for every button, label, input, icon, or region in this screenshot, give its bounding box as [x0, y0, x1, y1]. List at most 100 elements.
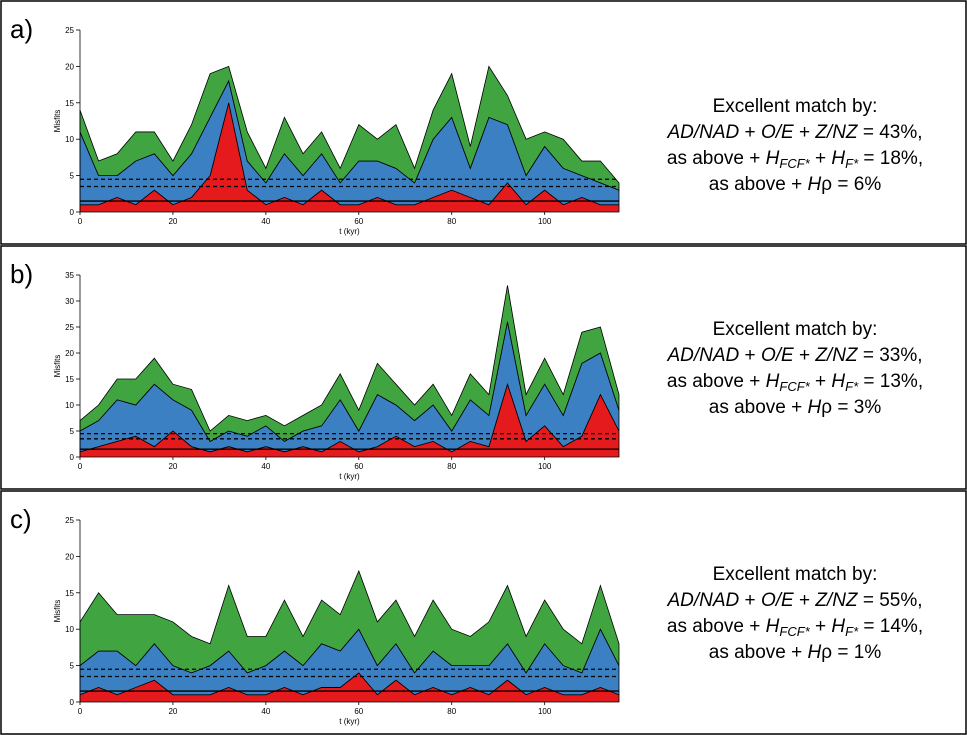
- annotation-run: ρ: [821, 642, 832, 663]
- annotation-run: as above +: [667, 148, 766, 169]
- annotation-run: H: [766, 371, 780, 392]
- annotation-run: H: [808, 174, 822, 195]
- panel-label: c): [10, 504, 32, 534]
- annotation-run: H: [808, 397, 822, 418]
- annotation-run: ρ: [821, 174, 832, 195]
- panel-border: [0, 0, 967, 245]
- area: [79, 569, 620, 674]
- annotation-run: = 18%,: [858, 148, 923, 169]
- y-tick-label: 10: [65, 625, 74, 634]
- y-tick-label: 5: [70, 172, 75, 181]
- panel-border: [0, 490, 967, 735]
- annotation-run: +: [794, 122, 816, 143]
- x-tick-label: 100: [538, 707, 552, 716]
- x-tick-label: 60: [354, 217, 363, 226]
- y-tick-label: 15: [65, 375, 74, 384]
- x-tick-label: 0: [78, 462, 83, 471]
- annotation-run: +: [810, 371, 832, 392]
- annotation-run: H: [766, 616, 780, 637]
- y-tick-label: 20: [65, 62, 74, 71]
- annotation-run: as above +: [667, 371, 766, 392]
- annotation-run: H: [831, 616, 845, 637]
- annotation-run: H: [831, 148, 845, 169]
- x-tick-label: 40: [261, 462, 270, 471]
- annotation-run: as above +: [667, 616, 766, 637]
- annotation-line: AD/NAD + O/E + Z/NZ = 33%,: [666, 345, 922, 366]
- annotation-run: H: [831, 371, 845, 392]
- annotation-run: ρ: [821, 397, 832, 418]
- annotation-run: = 6%: [832, 174, 881, 195]
- y-axis-label: Misfits: [53, 355, 62, 378]
- annotation-run: O/E: [761, 345, 794, 366]
- y-tick-label: 20: [65, 552, 74, 561]
- annotation-line: AD/NAD + O/E + Z/NZ = 55%,: [666, 590, 922, 611]
- annotation-run: +: [794, 345, 816, 366]
- x-tick-label: 0: [78, 217, 83, 226]
- y-tick-label: 10: [65, 401, 74, 410]
- annotation-run: H: [766, 148, 780, 169]
- annotation-line: as above + HFCF* + HF* = 13%,: [667, 371, 923, 394]
- annotation-run: Z/NZ: [814, 122, 859, 143]
- x-axis-label: t (kyr): [339, 472, 360, 481]
- annotation-line: Excellent match by:: [713, 96, 878, 117]
- x-tick-label: 20: [168, 707, 177, 716]
- annotation-run: +: [739, 122, 761, 143]
- annotation-run: Excellent match by:: [713, 564, 878, 585]
- annotation-run: as above +: [709, 642, 808, 663]
- annotation-line: AD/NAD + O/E + Z/NZ = 43%,: [666, 122, 922, 143]
- x-tick-label: 40: [261, 217, 270, 226]
- annotation-line: as above + Hρ = 6%: [709, 174, 882, 195]
- annotation-run: AD/NAD: [666, 590, 739, 611]
- annotation-line: as above + HFCF* + HF* = 14%,: [667, 616, 923, 639]
- annotation-run: Excellent match by:: [713, 319, 878, 340]
- x-tick-label: 20: [168, 462, 177, 471]
- area: [79, 65, 620, 191]
- panel-label: b): [10, 259, 33, 289]
- annotation-run: AD/NAD: [666, 345, 739, 366]
- annotation-line: Excellent match by:: [713, 564, 878, 585]
- annotation-run: = 55%,: [858, 590, 923, 611]
- y-tick-label: 0: [70, 698, 75, 707]
- y-tick-label: 35: [65, 271, 74, 280]
- y-tick-label: 0: [70, 453, 75, 462]
- annotation-run: F*: [845, 624, 859, 639]
- area: [79, 285, 620, 442]
- y-tick-label: 30: [65, 297, 74, 306]
- panel-border: [0, 245, 967, 490]
- annotation-run: as above +: [709, 174, 808, 195]
- annotation-run: FCF*: [779, 156, 810, 171]
- x-axis-label: t (kyr): [339, 227, 360, 236]
- y-axis-label: Misfits: [53, 110, 62, 133]
- annotation-run: AD/NAD: [666, 122, 739, 143]
- x-axis-label: t (kyr): [339, 717, 360, 726]
- annotation-run: = 3%: [832, 397, 881, 418]
- annotation-run: O/E: [761, 122, 794, 143]
- y-tick-label: 15: [65, 589, 74, 598]
- y-tick-label: 15: [65, 99, 74, 108]
- annotation-run: = 13%,: [858, 371, 923, 392]
- annotation-run: = 33%,: [858, 345, 923, 366]
- annotation-run: = 43%,: [858, 122, 923, 143]
- x-tick-label: 0: [78, 707, 83, 716]
- annotation-run: +: [794, 590, 816, 611]
- x-tick-label: 80: [447, 707, 456, 716]
- x-tick-label: 100: [538, 217, 552, 226]
- x-tick-label: 60: [354, 707, 363, 716]
- annotation-run: FCF*: [779, 379, 810, 394]
- annotation-run: H: [808, 642, 822, 663]
- y-tick-label: 25: [65, 516, 74, 525]
- annotation-line: as above + Hρ = 1%: [709, 642, 882, 663]
- annotation-run: +: [810, 148, 832, 169]
- y-tick-label: 0: [70, 208, 75, 217]
- annotation-run: as above +: [709, 397, 808, 418]
- annotation-line: as above + Hρ = 3%: [709, 397, 882, 418]
- panel-label: a): [10, 14, 33, 44]
- x-tick-label: 20: [168, 217, 177, 226]
- annotation-run: F*: [845, 156, 859, 171]
- y-tick-label: 20: [65, 349, 74, 358]
- annotation-run: Excellent match by:: [713, 96, 878, 117]
- y-tick-label: 5: [70, 662, 75, 671]
- annotation-run: +: [810, 616, 832, 637]
- y-tick-label: 5: [70, 427, 75, 436]
- annotation-run: = 1%: [832, 642, 881, 663]
